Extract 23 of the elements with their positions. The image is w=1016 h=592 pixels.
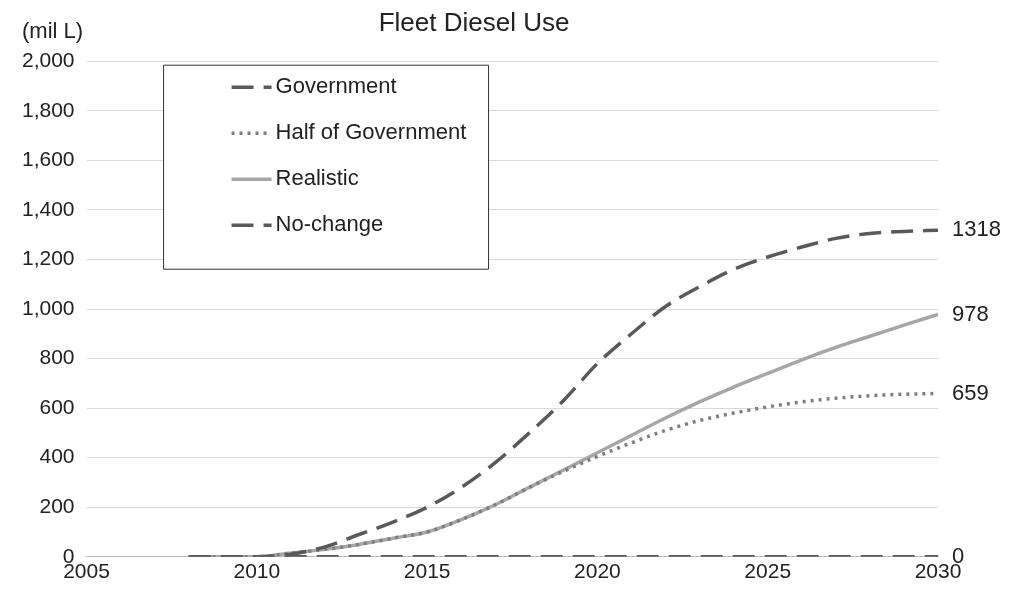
legend-label: Government <box>275 73 397 99</box>
x-tick-label: 2025 <box>744 559 792 583</box>
x-tick-label: 2020 <box>574 559 621 583</box>
legend-label: No-change <box>275 211 384 237</box>
data-label: 659 <box>952 379 989 405</box>
x-tick-label: 2015 <box>403 559 451 583</box>
data-label: 1318 <box>952 216 1001 242</box>
y-tick-label: 600 <box>39 394 75 418</box>
data-label: 978 <box>952 300 989 326</box>
y-axis-title: (mil L) <box>22 18 84 44</box>
legend-label: Realistic <box>275 165 359 191</box>
x-tick-label: 2010 <box>233 559 281 583</box>
y-tick-label: 2,000 <box>21 48 75 71</box>
y-tick-label: 800 <box>39 345 75 369</box>
y-tick-label: 1,400 <box>21 196 75 220</box>
y-tick-label: 1,800 <box>21 97 75 121</box>
y-tick-label: 400 <box>39 444 75 468</box>
y-tick-label: 1,200 <box>21 246 75 270</box>
y-tick-label: 1,000 <box>21 295 75 319</box>
chart-title: Fleet Diesel Use <box>378 6 570 37</box>
y-tick-label: 1,600 <box>21 147 75 171</box>
y-tick-label: 200 <box>39 494 75 518</box>
legend-label: Half of Government <box>275 119 467 145</box>
